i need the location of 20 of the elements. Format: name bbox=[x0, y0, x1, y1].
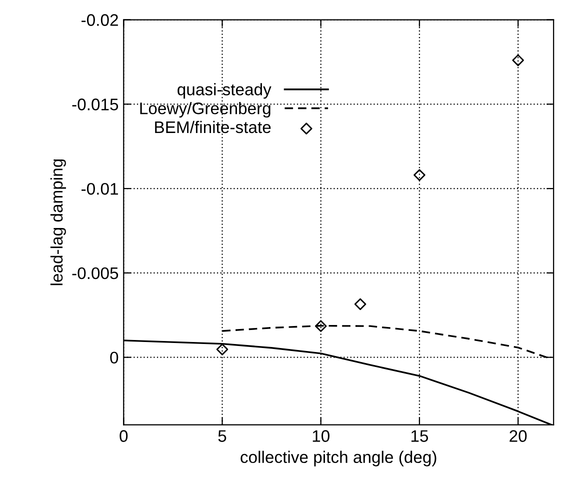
x-tick-label: 10 bbox=[312, 430, 330, 442]
point bbox=[512, 54, 524, 66]
legend-label: quasi-steady bbox=[178, 83, 272, 99]
point bbox=[216, 344, 228, 356]
point bbox=[314, 320, 327, 332]
x-tick-label: 0 bbox=[120, 430, 128, 442]
legend-label: Loewy/Greenberg bbox=[140, 102, 270, 118]
y-tick-label: -0.01 bbox=[82, 182, 118, 195]
x-tick-label: 5 bbox=[218, 430, 226, 442]
point bbox=[414, 169, 426, 181]
point bbox=[354, 298, 366, 310]
y-axis-title: lead-lag damping bbox=[50, 159, 66, 286]
y-tick-label: -0.02 bbox=[82, 14, 118, 26]
y-tick-label: 0 bbox=[110, 352, 118, 364]
y-tick-label: -0.005 bbox=[72, 267, 118, 280]
x-tick-label: 15 bbox=[411, 430, 428, 442]
legend-label: BEM/finite-state bbox=[155, 120, 271, 134]
x-tick-label: 20 bbox=[510, 430, 527, 442]
x-axis-title: collective pitch angle (deg) bbox=[240, 450, 436, 466]
y-tick-label: -0.015 bbox=[72, 98, 118, 110]
